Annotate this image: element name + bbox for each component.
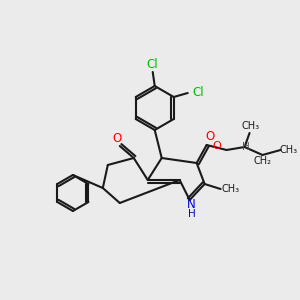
Text: Cl: Cl [192, 86, 203, 100]
Text: H: H [188, 209, 196, 219]
Text: CH₃: CH₃ [279, 145, 298, 155]
Text: O: O [205, 130, 214, 143]
Text: O: O [112, 133, 122, 146]
Text: N: N [187, 199, 196, 212]
Text: CH₂: CH₂ [254, 156, 272, 166]
Text: CH₃: CH₃ [242, 121, 260, 131]
Text: O: O [212, 141, 221, 151]
Text: Cl: Cl [146, 58, 158, 71]
Text: CH₃: CH₃ [221, 184, 240, 194]
Text: H: H [242, 142, 249, 152]
